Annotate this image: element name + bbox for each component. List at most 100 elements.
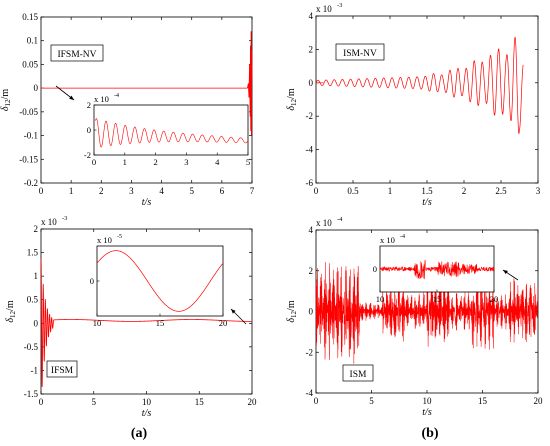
inset-series-line [379,259,495,280]
inset-x-tick-label: 1 [123,157,127,167]
exponent-label: x 10 [316,218,332,228]
y-label-unit: /m [5,300,16,311]
y-tick-label: -2 [306,111,314,121]
x-tick-label: 10 [142,397,152,407]
series-line-burst [247,31,253,136]
y-axis-label: δ12/m [5,300,17,322]
chart-a_top: 0 1 2 3 4 5 6 7-0.2-0.15-0.1-0.0500.050.10.15t/… [0,12,255,208]
inset-pointer-arrow-head [503,270,508,275]
inset-exponent-label: x 10 [380,235,395,245]
y-tick-label: -0.05 [19,107,38,117]
y-tick-label: -2 [306,347,314,357]
inset-exponent-label: x 10 [97,235,112,245]
y-label-unit: /m [286,88,297,99]
series-line [315,36,524,135]
x-tick-label: 2.5 [495,186,507,196]
series-label: ISM [350,370,367,380]
y-label-unit: /m [0,89,11,100]
y-tick-label: 0 [309,307,314,317]
inset-x-tick-label: 4 [215,157,220,167]
x-axis-label: t/s [142,408,152,419]
inset-x-tick-label: 10 [93,318,102,328]
exponent-label: x 10 [41,217,57,227]
y-tick-label: 0.5 [27,295,39,305]
plot-frame [40,16,253,184]
y-tick-label: 0 [309,78,314,88]
y-label-symbol: δ [286,106,297,111]
inset-exponent-power: -4 [114,93,119,99]
y-label-subscript: 12 [290,98,298,106]
inset-x-tick-label: 15 [433,294,442,304]
x-tick-label: 6 [220,186,225,196]
series-label-box [46,360,78,378]
inset-series-line [95,118,249,148]
series-label-box [342,364,374,382]
x-tick-label: 3 [536,186,541,196]
y-tick-label: -0.15 [19,154,38,164]
inset-y-tick-label: 0 [87,125,91,135]
y-axis-label: δ12/m [286,88,298,110]
inset-exponent-label: x 10 [94,94,109,104]
x-axis-label: t/s [142,197,152,208]
x-tick-label: 0 [39,397,44,407]
x-tick-label: 2 [462,186,467,196]
y-tick-label: 0 [34,318,39,328]
x-tick-label: 4 [159,186,164,196]
y-tick-label: 2 [309,44,314,54]
inset-frame [93,104,249,156]
inset-y-tick-label: 2 [87,100,91,110]
inset-frame [96,245,224,317]
y-label-symbol: δ [5,318,16,323]
series-label-box [335,43,385,61]
y-tick-label: 4 [309,11,314,21]
inset-x-tick-label: 0 [92,157,96,167]
y-tick-label: 2 [309,266,314,276]
series-label: IFSM-NV [57,50,96,60]
x-tick-label: 0 [314,396,319,406]
series-line [40,259,252,387]
x-tick-label: 7 [250,186,255,196]
inset-y-tick-label: -2 [84,150,91,160]
y-label-symbol: δ [0,106,11,111]
caption-b: (b) [421,426,438,441]
inset-series-line [96,250,224,312]
series-label: IFSM [51,366,74,376]
y-tick-label: -1 [31,365,39,375]
x-tick-label: 5 [369,396,374,406]
inset-x-tick-label: 15 [156,318,165,328]
x-tick-label: 15 [478,396,488,406]
inset-b_bottom: 10 15 20 0 x 10 -4 [373,234,499,304]
y-tick-label: -0.5 [24,342,39,352]
inset-y-tick-label: 0 [373,264,377,274]
inset-y-tick-label: 0 [90,276,94,286]
x-axis-label: t/s [422,407,432,418]
x-tick-label: 15 [195,397,205,407]
x-tick-label: 5 [189,186,194,196]
inset-a_bottom: 10 15 20 0 x 10 -5 [90,234,228,328]
inset-x-tick-label: 20 [219,318,228,328]
x-tick-label: 3 [129,186,134,196]
inset-pointer-arrow-head [69,95,74,100]
inset-exponent-power: -5 [117,234,122,240]
plot-frame [315,15,539,184]
series-label-box [50,44,104,62]
y-tick-label: -0.1 [24,131,38,141]
y-axis-label: δ12/m [0,89,12,111]
y-tick-label: 2 [34,224,39,234]
y-tick-label: -4 [306,388,314,398]
inset-x-tick-label: 5 [246,157,250,167]
chart-b_bottom: 0 5 10 15 20 -4 -2 0 2 4 t/s δ12/m x 10 -4 ISM 10 15 20 0 x… [286,216,543,418]
exponent-power: -3 [337,2,342,9]
y-tick-label: 0 [34,83,39,93]
y-tick-label: 1.5 [27,248,39,258]
exponent-power: -3 [62,215,67,222]
y-label-subscript: 12 [4,99,12,107]
x-tick-label: 20 [534,396,544,406]
y-tick-label: 0.05 [22,59,38,69]
x-tick-label: 1.5 [421,186,433,196]
y-tick-label: -1.5 [24,389,39,399]
inset-x-tick-label: 2 [153,157,157,167]
